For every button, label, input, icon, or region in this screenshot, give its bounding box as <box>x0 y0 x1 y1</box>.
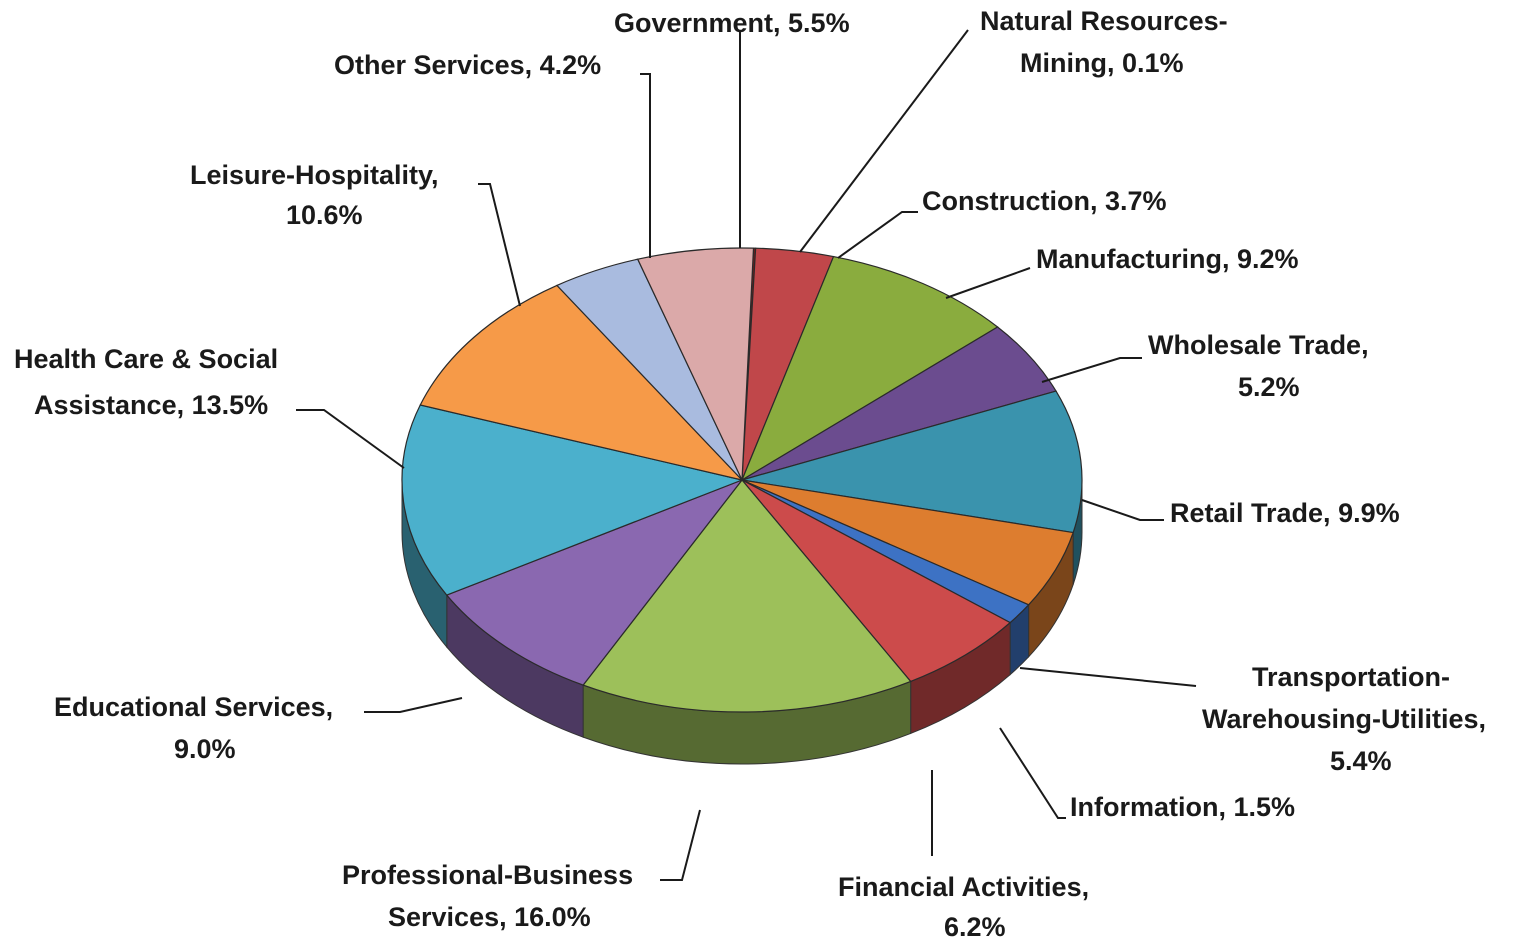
pie-slice-educational-services <box>445 478 744 686</box>
data-label-2-line-0: Manufacturing, 9.2% <box>1036 244 1299 274</box>
data-label-0-line-1: Mining, 0.1% <box>1020 48 1184 78</box>
pie-slice-financial-activities <box>741 479 1012 683</box>
data-label-7-line-0: Financial Activities, <box>838 872 1089 902</box>
leader-line-8 <box>660 809 701 881</box>
data-label-13-line-0: Government, 5.5% <box>614 8 850 38</box>
pie-slice-government <box>636 247 755 481</box>
data-label-0-line-0: Natural Resources- <box>980 6 1228 36</box>
data-label-5-line-1: Warehousing-Utilities, <box>1202 704 1486 734</box>
leader-line-4 <box>1081 499 1164 521</box>
data-label-5-line-2: 5.4% <box>1330 746 1392 776</box>
pie-slice-health-care-social-assistance <box>401 404 745 596</box>
pie-slice-layer <box>401 247 1083 713</box>
pie-slice-manufacturing <box>740 255 999 482</box>
data-label-12-line-0: Other Services, 4.2% <box>334 50 601 80</box>
data-label-8-line-0: Professional-Business <box>342 860 633 890</box>
data-label-5-line-0: Transportation- <box>1252 662 1450 692</box>
data-label-9-line-0: Educational Services, <box>54 692 333 722</box>
data-label-9-line-1: 9.0% <box>174 734 236 764</box>
data-label-3-line-0: Wholesale Trade, <box>1148 330 1369 360</box>
data-label-10-line-0: Health Care & Social <box>14 344 278 374</box>
pie-slice-professional-business-services <box>582 479 912 713</box>
data-label-7-line-1: 6.2% <box>944 912 1006 938</box>
data-label-4-line-0: Retail Trade, 9.9% <box>1170 498 1400 528</box>
leader-line-12 <box>640 73 651 258</box>
data-label-6-line-0: Information, 1.5% <box>1070 792 1295 822</box>
leader-line-layer <box>296 29 1197 881</box>
data-label-3-line-1: 5.2% <box>1238 372 1300 402</box>
data-label-8-line-1: Services, 16.0% <box>388 902 591 932</box>
pie-slice-retail-trade <box>741 390 1083 534</box>
leader-line-11 <box>478 183 521 307</box>
data-label-layer: Natural Resources- Mining, 0.1% Constructi… <box>14 6 1486 938</box>
leader-line-1 <box>837 211 918 259</box>
leader-line-6 <box>999 727 1066 819</box>
leader-line-5 <box>1019 667 1197 687</box>
leader-line-10 <box>296 409 405 469</box>
leader-line-9 <box>364 697 463 713</box>
leader-line-3 <box>1041 357 1142 383</box>
data-label-1-line-0: Construction, 3.7% <box>922 186 1167 216</box>
leader-line-0 <box>799 29 969 253</box>
data-label-11-line-0: Leisure-Hospitality, <box>190 160 439 190</box>
data-label-11-line-1: 10.6% <box>286 200 363 230</box>
data-label-10-line-1: Assistance, 13.5% <box>34 390 268 420</box>
pie-slice-leisure-hospitality <box>419 284 744 482</box>
leader-line-2 <box>945 267 1031 299</box>
